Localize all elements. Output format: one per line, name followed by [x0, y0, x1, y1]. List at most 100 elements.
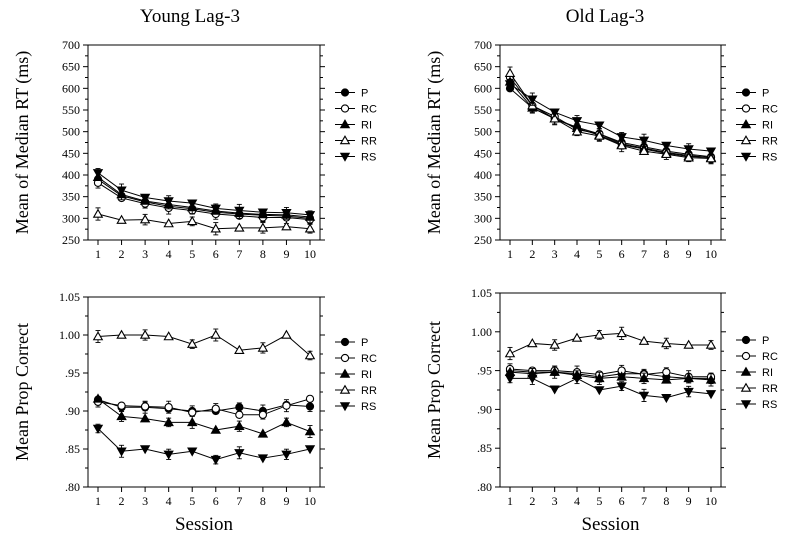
y-tick-label: 650	[62, 60, 80, 74]
legend-label: P	[361, 337, 368, 349]
data-point	[139, 445, 151, 455]
series-RI	[92, 393, 316, 438]
data-point	[705, 153, 717, 163]
data-point	[210, 455, 221, 465]
data-point	[257, 208, 269, 218]
legend-marker	[740, 382, 752, 392]
series-RR	[92, 207, 316, 236]
series-line	[509, 87, 712, 158]
x-tick-label: 9	[686, 247, 692, 261]
x-tick-label: 8	[663, 247, 669, 261]
x-tick-label: 4	[166, 494, 172, 508]
legend: P RC RI RR RS	[736, 88, 778, 164]
y-tick-label: 300	[474, 211, 492, 225]
legend: P RC RI RR RS	[335, 337, 377, 413]
data-point	[139, 193, 151, 203]
data-point	[92, 208, 104, 218]
data-point	[281, 208, 292, 219]
data-point	[92, 393, 104, 403]
x-tick-label: 4	[574, 247, 580, 261]
plot-frame	[87, 296, 321, 488]
data-point	[281, 450, 292, 460]
y-tick-label: 550	[62, 103, 80, 117]
data-point	[661, 148, 672, 158]
data-point	[163, 197, 174, 207]
x-tick-label: 5	[596, 494, 602, 508]
data-point	[594, 130, 605, 140]
data-point	[705, 374, 717, 384]
data-point	[594, 329, 605, 339]
data-point	[186, 338, 198, 348]
y-tick-label: .95	[65, 366, 80, 380]
legend-marker	[740, 400, 752, 410]
legend-marker	[339, 368, 351, 378]
data-point	[116, 410, 127, 421]
data-point	[116, 447, 127, 457]
legend-label: P	[361, 88, 368, 100]
series-RR	[92, 328, 316, 361]
y-axis-label: Mean Prop Correct	[424, 321, 444, 459]
data-point	[234, 449, 245, 459]
series-RR	[504, 326, 717, 361]
data-point	[527, 95, 538, 105]
y-tick-label: 700	[474, 38, 492, 52]
data-point	[305, 394, 315, 403]
data-point	[163, 450, 174, 460]
data-point	[258, 410, 268, 419]
data-point	[571, 374, 583, 384]
legend-marker	[740, 366, 752, 376]
data-point	[210, 204, 221, 214]
x-tick-label: 7	[236, 247, 242, 261]
x-tick-label: 2	[529, 494, 535, 508]
data-point	[187, 447, 198, 457]
data-point	[549, 366, 560, 376]
data-point	[164, 403, 173, 412]
y-tick-label: 400	[62, 168, 80, 182]
x-tick-label: 8	[260, 494, 266, 508]
series-RC	[93, 394, 315, 420]
data-point	[683, 339, 694, 349]
series-line	[97, 428, 311, 461]
data-point	[281, 329, 292, 339]
y-tick-label: .90	[477, 402, 492, 416]
data-point	[305, 402, 315, 411]
series-line	[509, 370, 711, 379]
series-line	[509, 72, 712, 160]
data-point	[661, 394, 672, 404]
x-tick-label: 3	[552, 494, 558, 508]
x-tick-label: 7	[236, 494, 242, 508]
x-tick-label: 10	[705, 247, 717, 261]
x-tick-label: 2	[529, 247, 535, 261]
y-tick-label: 1.05	[59, 290, 80, 304]
data-point	[683, 387, 694, 397]
data-point	[705, 390, 717, 400]
legend-marker	[741, 335, 751, 345]
y-tick-label: 250	[62, 233, 80, 247]
x-tick-label: 5	[596, 247, 602, 261]
data-point	[638, 136, 650, 146]
data-point	[549, 339, 560, 349]
data-point	[616, 133, 627, 143]
data-point	[527, 374, 538, 384]
x-tick-label: 1	[507, 494, 513, 508]
data-point	[210, 424, 222, 434]
y-tick-label: .85	[477, 441, 492, 455]
x-tick-label: 5	[189, 247, 195, 261]
data-point	[257, 454, 269, 464]
data-point	[186, 416, 198, 427]
legend-marker	[340, 88, 350, 97]
series-RS	[92, 423, 316, 465]
data-point	[549, 108, 560, 118]
data-point	[549, 385, 560, 395]
series-line	[97, 398, 311, 416]
y-tick-label: 600	[474, 81, 492, 95]
x-tick-label: 2	[119, 494, 125, 508]
legend-marker	[340, 353, 350, 363]
legend-marker	[740, 152, 752, 162]
x-tick-label: 8	[260, 247, 266, 261]
y-tick-label: .90	[65, 404, 80, 418]
x-tick-label: 4	[574, 494, 580, 508]
data-point	[504, 348, 516, 358]
legend-label: RR	[762, 383, 778, 395]
